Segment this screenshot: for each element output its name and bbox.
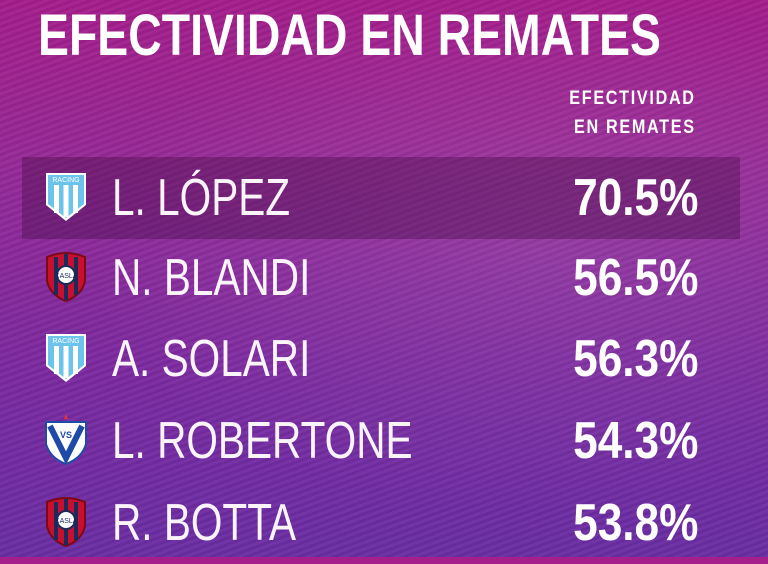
table-row: RACING L. LÓPEZ 70.5% bbox=[22, 157, 740, 239]
effectiveness-value: 56.3% bbox=[572, 330, 698, 388]
svg-text:RACING: RACING bbox=[52, 338, 79, 345]
table-row: CASLA N. BLANDI 56.5% bbox=[22, 237, 740, 319]
table-row: CASLA R. BOTTA 53.8% bbox=[22, 482, 740, 564]
san-lorenzo-crest-icon: CASLA bbox=[44, 496, 88, 548]
page-title: EFECTIVIDAD EN REMATES bbox=[38, 3, 662, 68]
column-header-line2: EN REMATES bbox=[574, 117, 696, 138]
san-lorenzo-crest-icon: CASLA bbox=[44, 251, 88, 303]
svg-text:RACING: RACING bbox=[52, 177, 79, 184]
racing-crest-icon: RACING bbox=[44, 171, 88, 223]
effectiveness-value: 54.3% bbox=[572, 412, 698, 470]
table-row: VS L. ROBERTONE 54.3% bbox=[22, 400, 740, 482]
svg-text:CASLA: CASLA bbox=[55, 273, 78, 280]
column-header: EFECTIVIDAD EN REMATES bbox=[570, 84, 696, 142]
effectiveness-value: 70.5% bbox=[572, 169, 698, 227]
velez-crest-icon: VS bbox=[44, 414, 88, 466]
effectiveness-value: 56.5% bbox=[572, 249, 698, 307]
player-name: A. SOLARI bbox=[112, 330, 311, 388]
player-name: L. LÓPEZ bbox=[112, 169, 291, 227]
column-header-line1: EFECTIVIDAD bbox=[569, 88, 696, 109]
svg-text:VS: VS bbox=[60, 430, 72, 440]
player-name: L. ROBERTONE bbox=[112, 412, 413, 470]
racing-crest-icon: RACING bbox=[44, 332, 88, 384]
table-row: RACING A. SOLARI 56.3% bbox=[22, 318, 740, 400]
effectiveness-value: 53.8% bbox=[572, 494, 698, 552]
player-name: N. BLANDI bbox=[112, 249, 311, 307]
player-name: R. BOTTA bbox=[112, 494, 297, 552]
svg-text:CASLA: CASLA bbox=[55, 518, 78, 525]
